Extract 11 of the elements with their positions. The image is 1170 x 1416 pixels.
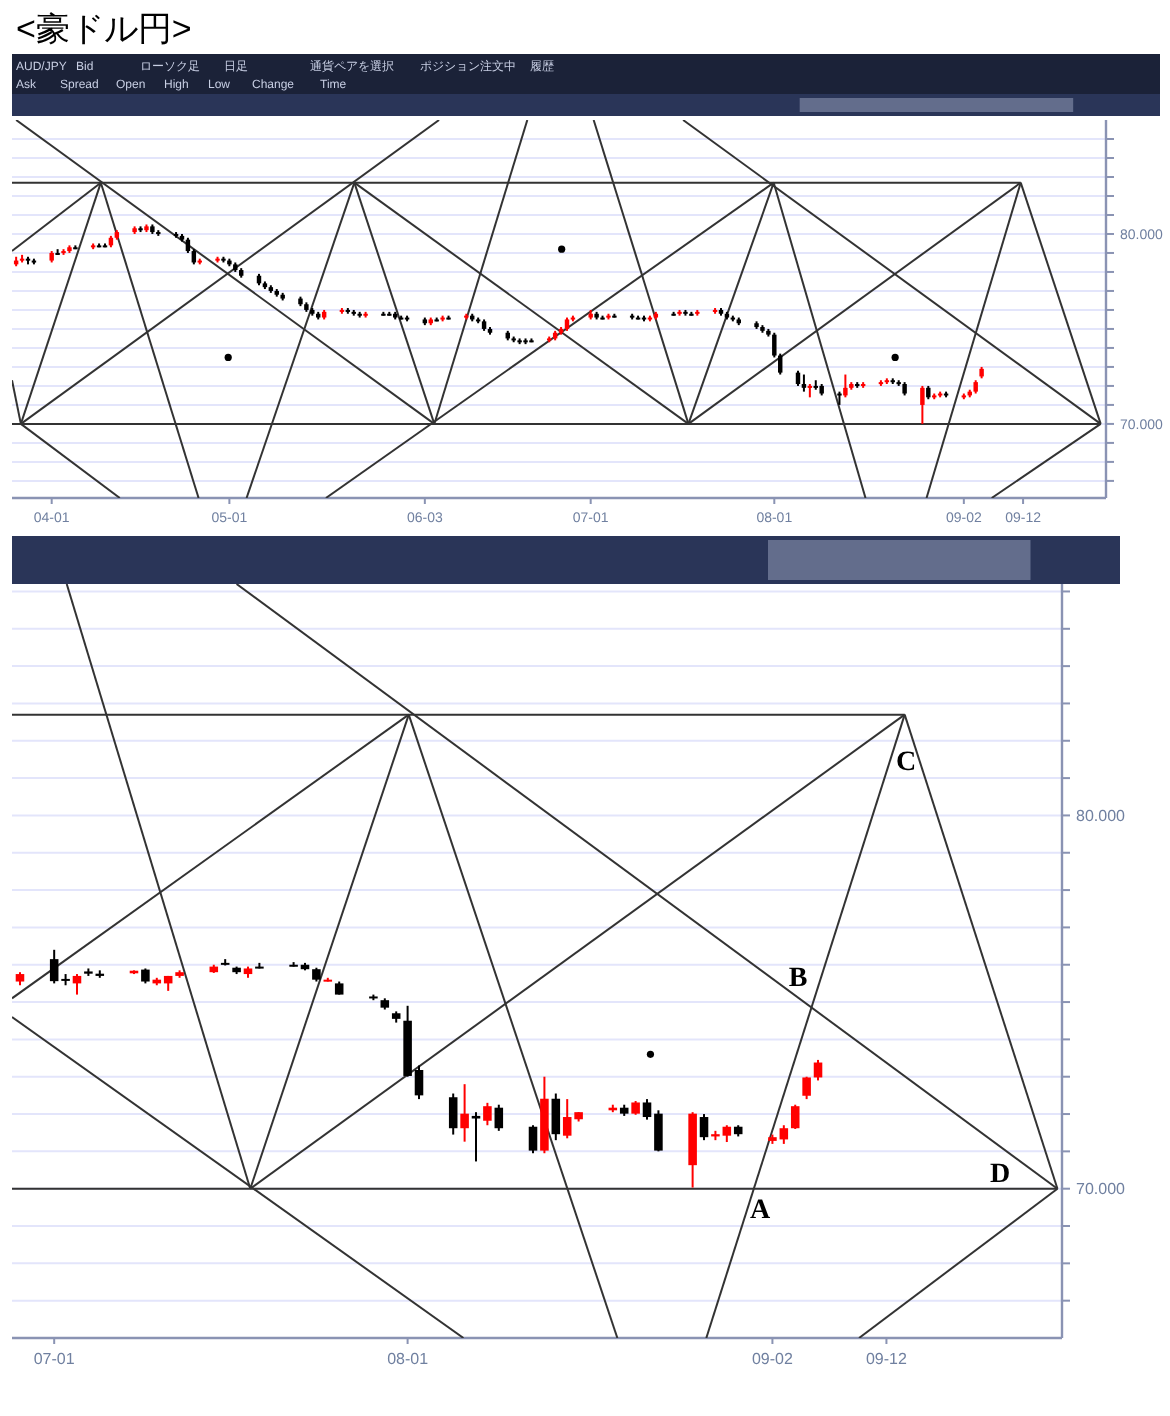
x-tick-label: 09-12 [865,1350,908,1368]
annotation: C [895,748,917,778]
y-tick-label: 80.000 [1076,807,1127,826]
x-tick-label: 08-01 [387,1350,430,1368]
chart-title: <豪ドル円> [16,10,192,48]
annotation: B [788,964,808,994]
annotation: D [989,1160,1011,1190]
x-tick-label: 07-01 [33,1350,76,1368]
annotation: A [749,1196,772,1226]
y-tick-label: 70.000 [1076,1180,1127,1199]
x-tick-label: 09-02 [751,1350,794,1368]
